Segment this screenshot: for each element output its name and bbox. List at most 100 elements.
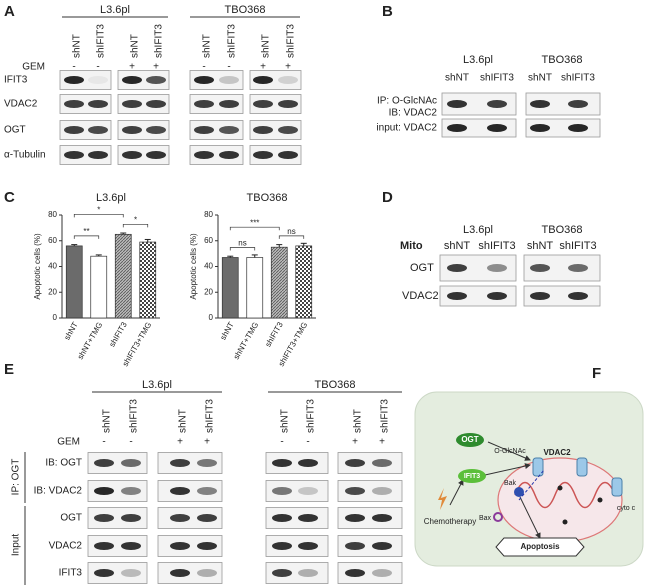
- group-label: L3.6pl: [142, 379, 172, 391]
- blot-band: [146, 126, 166, 134]
- blot-band: [530, 100, 550, 108]
- blot-band: [194, 100, 214, 108]
- chart-title: TBO368: [247, 192, 288, 204]
- blot-band: [372, 459, 392, 467]
- panel-label: A: [4, 3, 15, 20]
- blot-box: [59, 94, 112, 114]
- bar: [246, 257, 264, 319]
- blot-box: [189, 120, 244, 140]
- blot-box: [117, 70, 170, 90]
- blot-band: [568, 100, 588, 108]
- section-label: Input: [11, 534, 22, 556]
- sig-bracket: [278, 235, 305, 239]
- lane-label: shIFIT3: [227, 24, 238, 58]
- gem-label: GEM: [22, 62, 45, 73]
- bar: [270, 246, 288, 319]
- x-tick-label: shNT: [218, 320, 235, 341]
- row-label: input: VDAC2: [376, 123, 437, 134]
- group-label: TBO368: [542, 224, 583, 236]
- gem-sign: +: [153, 62, 159, 73]
- node-label: VDAC2: [543, 448, 571, 457]
- sig-label: ***: [250, 218, 259, 227]
- blot-band: [568, 264, 588, 272]
- blot-box: [439, 285, 517, 307]
- blot-box: [117, 94, 170, 114]
- blot-box: [87, 562, 148, 584]
- bar: [114, 233, 132, 319]
- x-tick-label: shIFIT3: [263, 320, 285, 348]
- axis-label: Apoptotic cells (%): [33, 233, 42, 300]
- sig-bracket: [229, 226, 280, 231]
- blot-band: [272, 459, 292, 467]
- panel-label: B: [382, 3, 393, 20]
- bar: [295, 245, 313, 319]
- blot-band: [345, 542, 365, 550]
- group-label: TBO368: [225, 4, 266, 16]
- blot-band: [530, 124, 550, 132]
- blot-band: [64, 126, 84, 134]
- blot-band: [197, 542, 217, 550]
- blot-band: [272, 514, 292, 522]
- row-label: IB: OGT: [45, 458, 82, 469]
- lane-label: shIFIT3: [559, 240, 596, 252]
- group-label: L3.6pl: [463, 54, 493, 66]
- gem-sign: +: [352, 437, 358, 448]
- blot-band: [530, 292, 550, 300]
- diagram-shapes: [414, 391, 644, 567]
- lane-label: shIFIT3: [561, 73, 595, 84]
- blot-band: [121, 569, 141, 577]
- blot-band: [88, 126, 108, 134]
- blot-box: [189, 70, 244, 90]
- blot-band: [219, 151, 239, 159]
- blot-band: [219, 100, 239, 108]
- sig-label: ns: [287, 227, 295, 236]
- row-label: OGT: [60, 513, 82, 524]
- blot-band: [253, 151, 273, 159]
- blot-band: [372, 514, 392, 522]
- blot-band: [122, 100, 142, 108]
- y-tick-label: 20: [48, 287, 57, 296]
- blot-box: [87, 507, 148, 529]
- x-tick-label: shNT+TMG: [232, 321, 261, 361]
- blot-band: [122, 126, 142, 134]
- blot-band: [253, 126, 273, 134]
- lane-label: shNT: [130, 34, 141, 58]
- node-bg: [458, 469, 486, 483]
- blot-box: [59, 145, 112, 165]
- blot-band: [88, 100, 108, 108]
- node-label: O-GlcNAc: [494, 448, 526, 455]
- blot-band: [272, 542, 292, 550]
- blot-box: [265, 452, 329, 474]
- blot-box: [87, 535, 148, 557]
- gem-sign: +: [379, 437, 385, 448]
- node-bg: [456, 433, 484, 447]
- blot-band: [278, 126, 298, 134]
- blot-band: [298, 514, 318, 522]
- x-tick-label: shNT+TMG: [76, 321, 105, 361]
- blot-band: [121, 459, 141, 467]
- row-label: OGT: [4, 125, 26, 136]
- blot-box: [441, 92, 517, 116]
- blot-box: [441, 118, 517, 138]
- blot-box: [523, 285, 601, 307]
- gem-sign: +: [129, 62, 135, 73]
- blot-band: [487, 264, 507, 272]
- bar: [65, 245, 83, 319]
- blot-band: [197, 459, 217, 467]
- blot-band: [94, 487, 114, 495]
- blot-box: [249, 70, 302, 90]
- node-label: cyto c: [617, 505, 636, 512]
- blot-band: [194, 76, 214, 84]
- blot-box: [117, 120, 170, 140]
- blot-box: [265, 562, 329, 584]
- blot-band: [278, 76, 298, 84]
- blot-band: [122, 76, 142, 84]
- blot-band: [345, 569, 365, 577]
- lane-label: shNT: [353, 409, 364, 433]
- row-label: VDAC2: [49, 541, 83, 552]
- blot-box: [189, 145, 244, 165]
- panel-label: C: [4, 189, 15, 206]
- blot-band: [298, 459, 318, 467]
- lane-label: shNT: [280, 409, 291, 433]
